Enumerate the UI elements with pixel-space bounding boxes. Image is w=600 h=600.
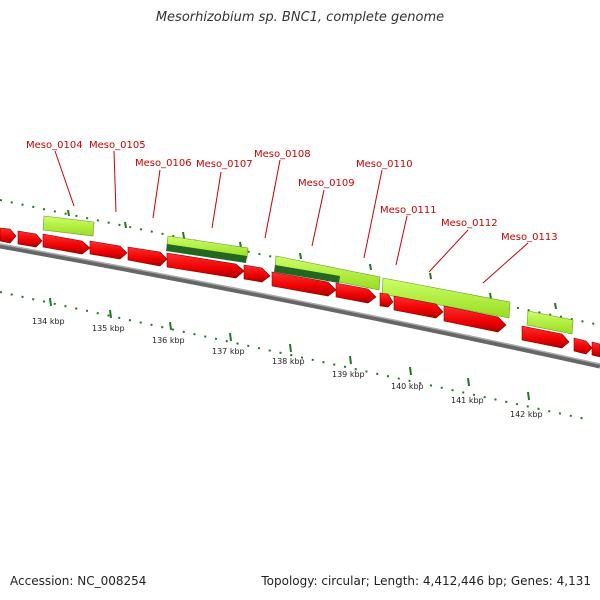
cds-arrow xyxy=(443,305,507,333)
gene-label-meso-0107: Meso_0107 xyxy=(196,159,253,170)
kbp-label: 137 kbp xyxy=(212,347,245,356)
gene-label-meso-0104: Meso_0104 xyxy=(26,140,83,151)
cds-arrow xyxy=(591,341,600,358)
kbp-label: 134 kbp xyxy=(32,317,65,326)
feature-bar xyxy=(274,265,340,283)
cds-arrow xyxy=(42,233,91,255)
cds-arrow xyxy=(393,295,444,319)
gene-label-meso-0106: Meso_0106 xyxy=(135,158,192,169)
feature-bar xyxy=(166,244,247,263)
kbp-label: 140 kbp xyxy=(391,382,424,391)
gene-label-meso-0105: Meso_0105 xyxy=(89,140,146,151)
kbp-label: 136 kbp xyxy=(152,336,185,345)
gene-label-meso-0111: Meso_0111 xyxy=(380,205,437,216)
cds-arrow xyxy=(17,230,43,248)
gene-label-meso-0112: Meso_0112 xyxy=(441,218,498,229)
inner-tick-ring xyxy=(0,291,591,421)
kbp-label: 135 kbp xyxy=(92,324,125,333)
cds-arrow xyxy=(243,264,271,283)
cds-arrow xyxy=(166,252,245,279)
cds-arrow xyxy=(0,227,17,244)
kbp-scale-labels: 134 kbp 135 kbp 136 kbp 137 kbp 138 kbp … xyxy=(32,317,543,419)
genome-summary-text: Topology: circular; Length: 4,412,446 bp… xyxy=(261,574,591,588)
feature-bar xyxy=(381,277,511,319)
kbp-label: 142 kbp xyxy=(510,410,543,419)
cds-arrow xyxy=(271,271,337,297)
gene-label-leaders xyxy=(54,150,529,284)
cds-arrow xyxy=(379,292,394,308)
accession-text: Accession: NC_008254 xyxy=(10,574,147,588)
feature-bar xyxy=(42,215,95,237)
map-title: Mesorhizobium sp. BNC1, complete genome xyxy=(155,10,445,25)
cds-arrow xyxy=(335,282,377,304)
gene-label-meso-0110: Meso_0110 xyxy=(356,159,413,170)
gene-labels: Meso_0104 Meso_0105 Meso_0106 Meso_0107 … xyxy=(26,140,558,243)
feature-bar xyxy=(166,235,249,259)
cds-track xyxy=(0,227,600,358)
cds-arrow xyxy=(521,325,570,349)
cds-arrow xyxy=(89,240,128,260)
inner-major-ticks xyxy=(49,297,530,401)
genome-backbone xyxy=(0,243,600,369)
kbp-label: 141 kbp xyxy=(451,396,484,405)
gene-label-meso-0109: Meso_0109 xyxy=(298,178,355,189)
gene-label-meso-0113: Meso_0113 xyxy=(501,232,558,243)
feature-track-light xyxy=(42,215,574,335)
kbp-label: 139 kbp xyxy=(332,370,365,379)
feature-bar xyxy=(274,255,381,291)
cds-arrow xyxy=(127,246,168,267)
feature-track-dark xyxy=(166,244,340,283)
kbp-label: 138 kbp xyxy=(272,357,305,366)
cds-arrow xyxy=(573,337,593,355)
feature-bar xyxy=(526,310,574,335)
gene-label-meso-0108: Meso_0108 xyxy=(254,149,311,160)
